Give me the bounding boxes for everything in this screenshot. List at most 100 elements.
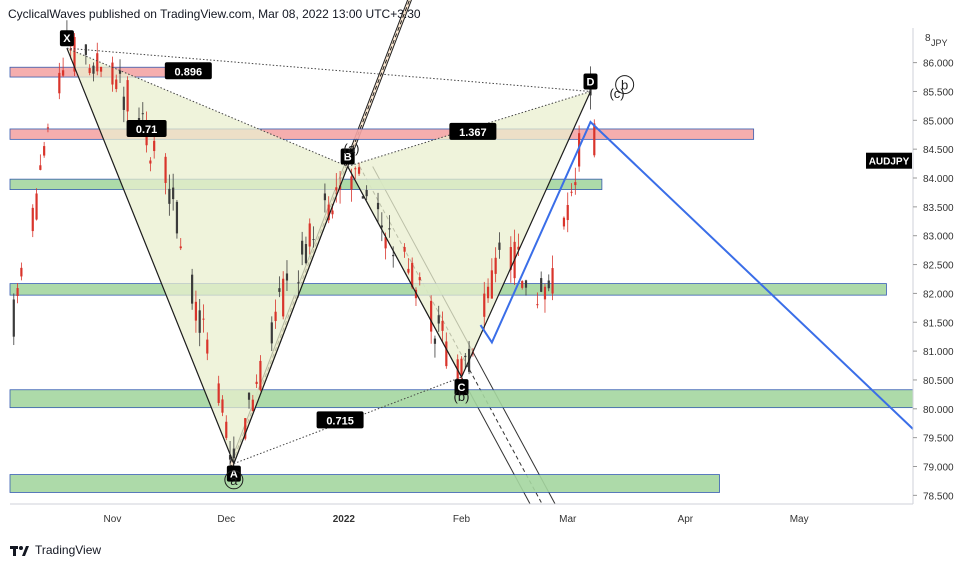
candle-body: [536, 304, 539, 306]
candle-body: [255, 381, 258, 385]
candle-body: [403, 247, 406, 252]
candle-body: [153, 140, 156, 152]
candle-body: [115, 79, 118, 90]
time-tick-label: Apr: [678, 514, 694, 525]
candle-body: [244, 418, 247, 439]
price-tick-label: 81.500: [923, 318, 954, 329]
candle-body: [392, 254, 395, 257]
wave-circle: [224, 470, 244, 490]
time-tick-label: Mar: [559, 514, 577, 525]
candle-body: [407, 268, 410, 273]
candle-body: [297, 282, 300, 284]
ratio-label-box: [449, 122, 497, 140]
candle-body: [460, 358, 463, 376]
candle-body: [194, 301, 198, 321]
candle-body: [411, 262, 414, 288]
ratio-label-box: [126, 119, 167, 137]
harmonic-leg-bc: [347, 166, 463, 378]
candle-body: [31, 207, 34, 232]
time-tick-label: 2022: [333, 514, 356, 525]
candle-body: [118, 70, 122, 74]
candle-body: [126, 80, 129, 112]
support-zone: [9, 474, 720, 493]
symbol-badge: [866, 152, 912, 169]
harmonic-xab-fill: [66, 48, 348, 464]
candle-body: [122, 96, 125, 110]
candle-body: [270, 322, 273, 344]
candle-body: [509, 247, 512, 270]
candle-body: [365, 189, 368, 197]
candle-body: [35, 193, 38, 220]
price-tick-label: 85.500: [923, 87, 954, 98]
candle-body: [301, 240, 304, 255]
time-tick-label: Nov: [104, 514, 122, 525]
point-label-x: X: [63, 33, 71, 45]
ratio-label-box: [164, 62, 212, 80]
candle-body: [380, 225, 383, 228]
candle-body: [445, 341, 448, 367]
candle-body: [517, 246, 520, 250]
candle-body: [331, 210, 334, 215]
candle-body: [164, 156, 167, 183]
price-tick-label: 79.500: [923, 434, 954, 445]
candle-body: [418, 277, 421, 281]
candle-body: [88, 68, 91, 74]
candle-body: [376, 202, 380, 210]
candle-body: [354, 168, 357, 170]
price-tick-label: 82.500: [923, 261, 954, 272]
candle-body: [441, 320, 444, 331]
candle-body: [335, 187, 338, 191]
harmonic-layer: [66, 48, 591, 464]
price-tick-label: 86.000: [923, 59, 954, 70]
point-label-box-x: [59, 30, 74, 47]
candle-body: [62, 70, 65, 76]
candle-body: [562, 217, 566, 227]
harmonic-bcd-fill: [347, 91, 591, 378]
candle-body: [179, 246, 182, 249]
currency-label: JPY: [931, 38, 948, 48]
candle-body: [456, 359, 459, 385]
candle-body: [46, 127, 50, 129]
candle-body: [20, 267, 23, 277]
footer-brand[interactable]: TradingView: [10, 543, 101, 557]
candle-body: [304, 244, 308, 264]
time-axis[interactable]: Nov Dec 2022 Feb Mar Apr May: [104, 514, 809, 525]
harmonic-ratio-line: [66, 47, 591, 92]
candle-body: [498, 242, 501, 250]
price-tick-label: 79.000: [923, 462, 954, 473]
candle-body: [361, 196, 364, 199]
candle-body: [247, 392, 251, 400]
candle-body: [228, 455, 232, 460]
ratio-label: 0.715: [326, 415, 354, 427]
point-label-box-d: [583, 73, 598, 90]
wave-label: a: [230, 473, 238, 488]
wave-circle: [615, 75, 635, 95]
candle-body: [540, 278, 543, 292]
price-tick-label: 83.000: [923, 232, 954, 243]
candle-body: [490, 270, 493, 299]
projection-path: [479, 120, 914, 430]
candle-body: [464, 355, 467, 358]
wave-label: (c): [609, 86, 624, 101]
candle-body: [593, 123, 596, 156]
labels-layer: X A B C D 0.896 0.71 1.367 0.715 (a) (b) (c)b a: [59, 30, 635, 490]
candle-body: [141, 113, 144, 115]
ratio-label-box: [316, 411, 364, 429]
candle-body: [574, 182, 577, 186]
candle-body: [357, 167, 361, 174]
wave-label: b: [621, 78, 628, 93]
symbol-badge-label: AUDJPY: [869, 157, 910, 168]
tradingview-logo-icon: [10, 546, 29, 556]
price-tick-label: 82.000: [923, 289, 954, 300]
price-axis-top-label: 8: [925, 33, 931, 44]
candle-body: [570, 191, 573, 193]
candle-body: [99, 66, 103, 72]
price-tick-label: 80.500: [923, 376, 954, 387]
candle-body: [308, 223, 311, 247]
point-label-d: D: [587, 76, 595, 88]
price-axis[interactable]: 8 JPY 86.000 85.500 85.000 84.500 84.000 83.500…: [866, 33, 954, 502]
price-tick-label: 84.500: [923, 145, 954, 156]
candle-body: [206, 339, 209, 354]
candle-body: [149, 160, 152, 164]
